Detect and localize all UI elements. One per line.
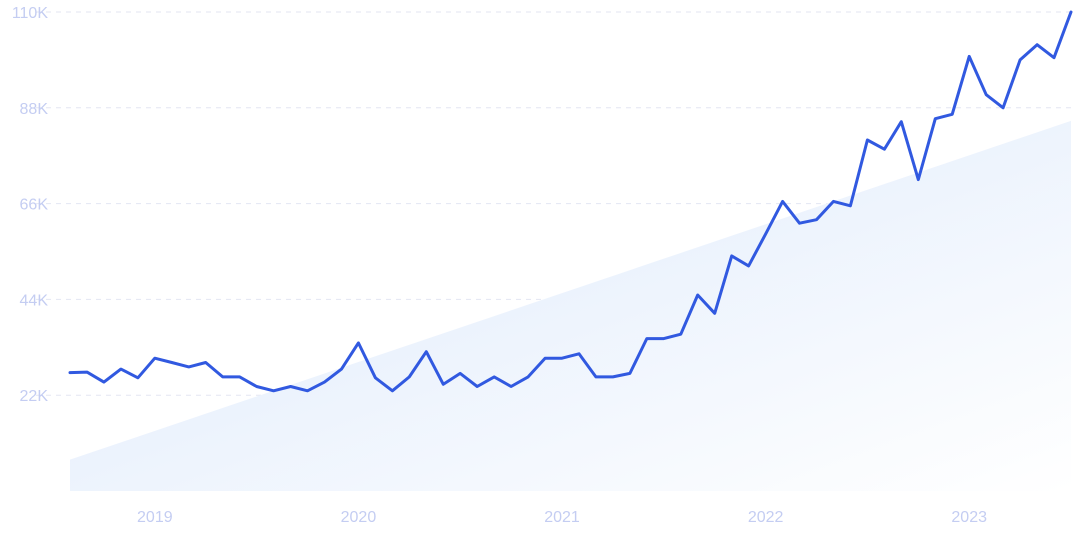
trend-area	[70, 120, 1071, 491]
area-layer	[70, 120, 1071, 491]
y-tick-label: 22K	[20, 388, 49, 405]
x-tick-label: 2019	[137, 509, 173, 526]
x-tick-label: 2020	[341, 509, 377, 526]
y-tick-label: 44K	[20, 292, 49, 309]
x-tick-label: 2021	[544, 509, 580, 526]
line-layer	[68, 10, 1073, 393]
series-line	[68, 10, 1073, 393]
y-tick-label: 66K	[20, 197, 49, 214]
y-axis-labels: 22K 44K 66K 88K 110K	[12, 5, 49, 405]
x-axis-labels: 2019 2020 2021 2022 2023	[137, 509, 987, 526]
x-tick-label: 2022	[748, 509, 784, 526]
x-tick-label: 2023	[951, 509, 987, 526]
y-tick-label: 88K	[20, 101, 49, 118]
y-tick-label: 110K	[12, 5, 49, 22]
